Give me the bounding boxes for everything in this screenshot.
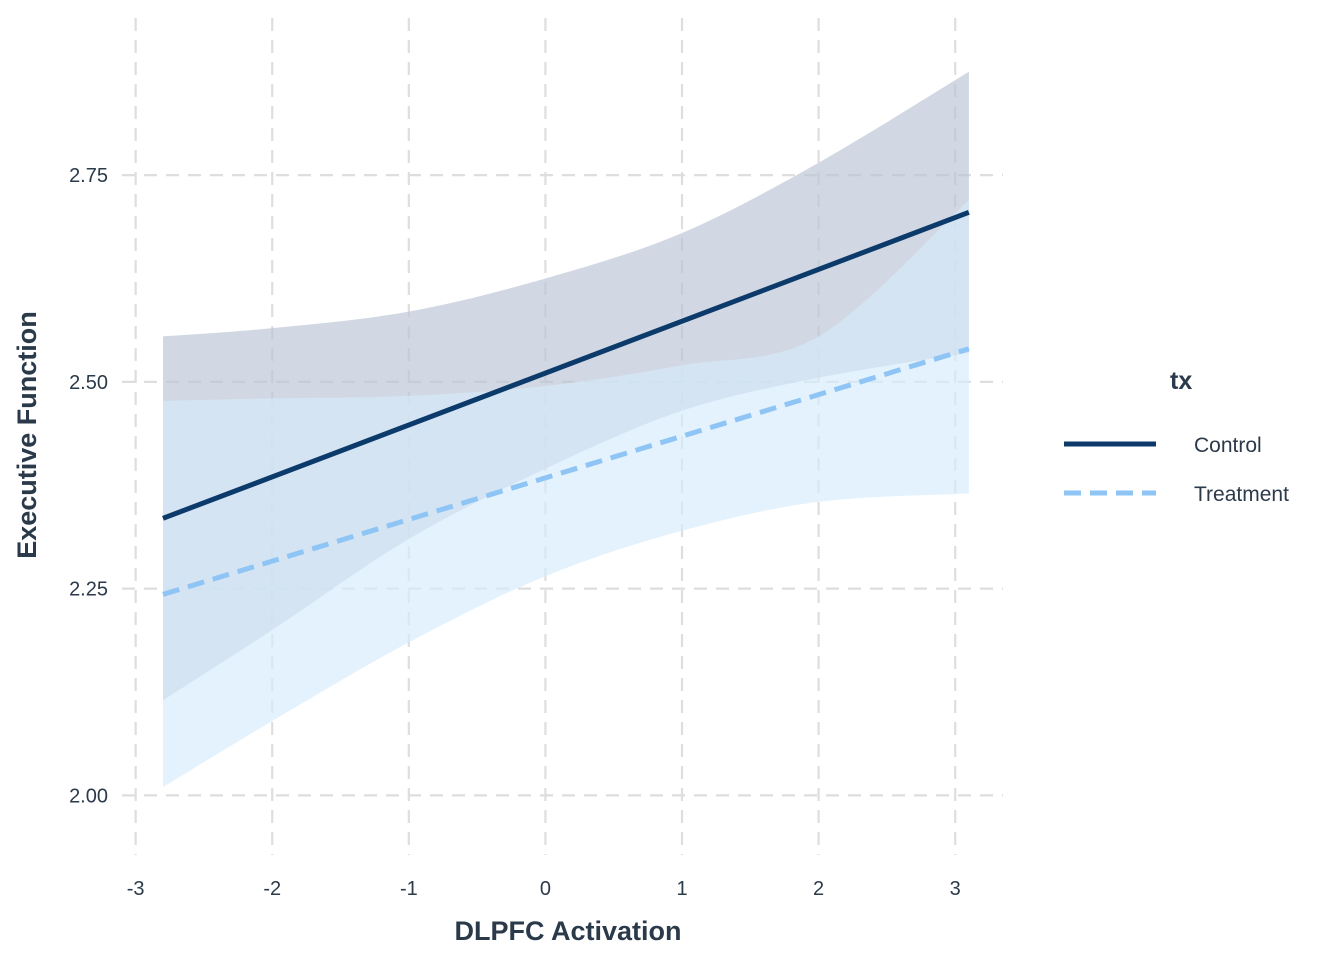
legend: tx Control Treatment xyxy=(1064,367,1289,506)
x-tick-label-1: 1 xyxy=(676,878,687,900)
y-tick-label-2-75: 2.75 xyxy=(69,165,108,187)
x-tick-label-0: 0 xyxy=(540,878,551,900)
ribbon-treatment xyxy=(163,199,969,788)
legend-label-control: Control xyxy=(1194,434,1262,457)
legend-title: tx xyxy=(1170,367,1192,395)
x-tick-label-3: 3 xyxy=(950,878,961,900)
x-tick-label-2: 2 xyxy=(813,878,824,900)
legend-label-treatment: Treatment xyxy=(1194,483,1289,506)
line-control xyxy=(162,210,970,521)
line-treatment xyxy=(162,346,970,597)
confidence-ribbons xyxy=(163,71,969,788)
x-axis-title: DLPFC Activation xyxy=(454,916,681,946)
x-tick-label-1: -1 xyxy=(400,878,418,900)
regression-lines xyxy=(162,210,970,597)
axis-ticks: -3 -2 -1 0 1 2 3 2.00 2.25 2.50 2.75 xyxy=(69,165,961,900)
y-axis-title: Executive Function xyxy=(12,311,42,559)
x-tick-label-2: -2 xyxy=(263,878,281,900)
y-tick-label-2-00: 2.00 xyxy=(69,785,108,807)
x-tick-label-3: -3 xyxy=(127,878,145,900)
y-tick-label-2-25: 2.25 xyxy=(69,579,108,601)
y-tick-label-2-50: 2.50 xyxy=(69,372,108,394)
